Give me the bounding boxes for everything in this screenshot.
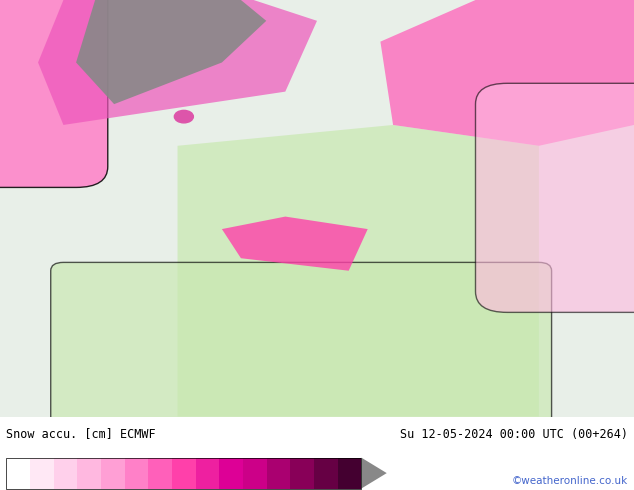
Bar [290, 458, 314, 489]
Polygon shape [178, 125, 539, 416]
Bar [101, 458, 125, 489]
Bar [172, 458, 196, 489]
Bar [314, 458, 338, 489]
FancyBboxPatch shape [51, 263, 552, 425]
Bar [30, 458, 54, 489]
FancyBboxPatch shape [0, 0, 108, 187]
Polygon shape [361, 458, 387, 489]
Circle shape [174, 110, 193, 123]
Bar [219, 458, 243, 489]
Bar [267, 458, 290, 489]
Bar [77, 458, 101, 489]
Text: Snow accu. [cm] ECMWF: Snow accu. [cm] ECMWF [6, 427, 156, 441]
Text: ©weatheronline.co.uk: ©weatheronline.co.uk [512, 476, 628, 486]
Bar [243, 458, 267, 489]
Polygon shape [380, 0, 634, 146]
Polygon shape [76, 0, 266, 104]
Bar [6, 458, 30, 489]
Bar [196, 458, 219, 489]
Polygon shape [222, 217, 368, 270]
Bar [148, 458, 172, 489]
Polygon shape [38, 0, 317, 125]
Bar [125, 458, 148, 489]
Bar [338, 458, 361, 489]
Bar [54, 458, 77, 489]
Text: Su 12-05-2024 00:00 UTC (00+264): Su 12-05-2024 00:00 UTC (00+264) [399, 427, 628, 441]
Bar [6, 458, 361, 489]
FancyBboxPatch shape [476, 83, 634, 313]
